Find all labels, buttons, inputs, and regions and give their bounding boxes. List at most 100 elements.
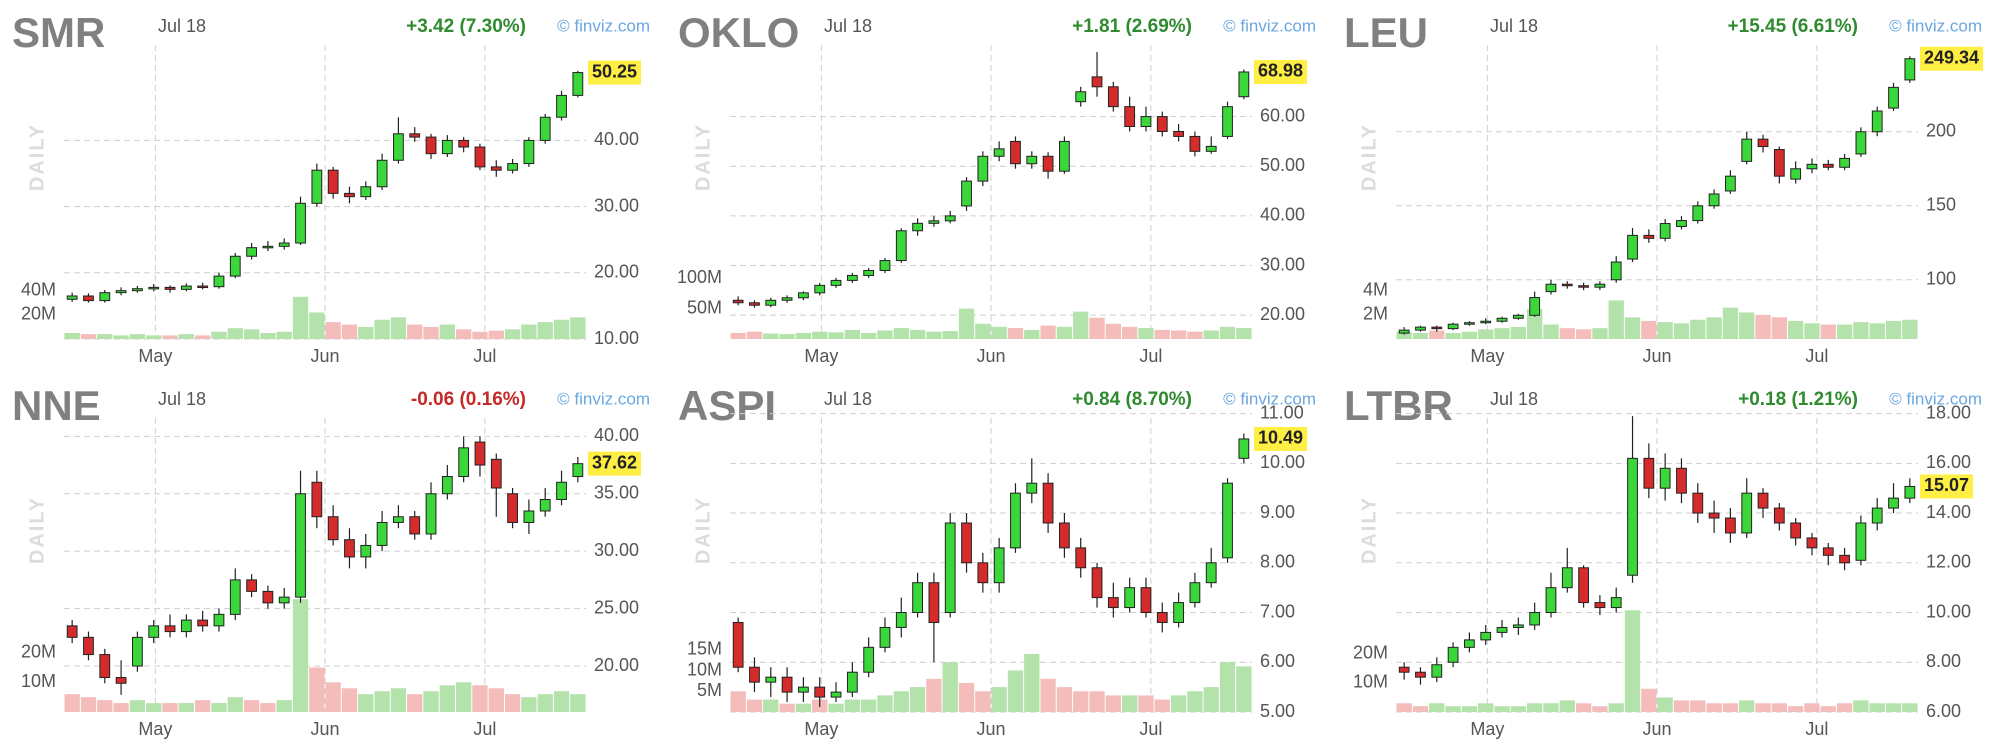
- volume-bar: [227, 697, 243, 712]
- ticker: SMR: [12, 9, 105, 56]
- y-tick-label: 20.00: [594, 655, 639, 675]
- volume-bar: [129, 700, 146, 712]
- candle-body: [1692, 492, 1704, 514]
- last-price-badge: [588, 60, 642, 85]
- change: -0.06 (0.16%): [411, 389, 526, 410]
- volume-bar: [1706, 703, 1722, 712]
- volume-bar: [504, 329, 521, 339]
- candle-body: [830, 279, 842, 286]
- volume-bar: [341, 688, 358, 712]
- candle-body: [148, 625, 160, 638]
- volume-bar: [227, 328, 243, 339]
- volume-bar: [958, 308, 975, 339]
- volume-bar: [358, 694, 374, 712]
- volume-bar: [1804, 703, 1820, 712]
- candle-body: [474, 146, 486, 168]
- y-tick-label: 8.00: [1926, 651, 1961, 671]
- volume-bar: [1461, 706, 1478, 712]
- period: DAILY: [692, 496, 714, 564]
- volume-bar: [1187, 331, 1203, 339]
- volume-bar: [423, 691, 439, 712]
- volume-bar: [439, 324, 455, 339]
- candle-body: [132, 288, 143, 292]
- candle-body: [441, 476, 453, 495]
- y-tick-label: 40.00: [594, 425, 639, 445]
- volume-bar: [97, 334, 113, 339]
- candle-body: [197, 619, 209, 627]
- volume-bar: [763, 333, 779, 339]
- candle-body: [1610, 597, 1622, 609]
- candle-body: [425, 136, 437, 155]
- candle-body: [1725, 175, 1736, 192]
- volume-bar: [1657, 322, 1673, 339]
- volume-bar: [1461, 331, 1478, 339]
- candle-body: [1561, 567, 1573, 589]
- volume-bar: [456, 329, 472, 339]
- x-tick-label: Jun: [976, 719, 1005, 739]
- volume-bar: [1836, 324, 1853, 339]
- ticker: NNE: [12, 382, 101, 429]
- candle-body: [327, 169, 339, 194]
- candle-body: [1238, 71, 1250, 98]
- volume-bar: [893, 328, 909, 339]
- candle-body: [441, 139, 453, 155]
- volume-bar: [1608, 300, 1624, 339]
- x-tick-label: Jun: [1642, 346, 1671, 366]
- volume-bar: [779, 334, 795, 339]
- last-price-label: 10.49: [1258, 428, 1303, 448]
- candle-body: [1512, 624, 1524, 628]
- ticker: LTBR: [1344, 382, 1453, 429]
- volume-tick-label: 50M: [687, 297, 722, 317]
- y-tick-label: 8.00: [1260, 552, 1295, 572]
- volume-bar: [893, 691, 909, 712]
- volume-bar: [211, 331, 227, 339]
- volume-bar: [1170, 330, 1187, 339]
- volume-bar: [1203, 330, 1219, 339]
- candle-body: [781, 297, 793, 301]
- volume-bar: [1690, 319, 1706, 339]
- volume-bar: [374, 691, 390, 712]
- candle-body: [1173, 602, 1184, 623]
- volume-bar: [129, 334, 146, 339]
- change: +1.81 (2.69%): [1072, 16, 1192, 37]
- volume-bar: [113, 335, 129, 339]
- volume-bar: [730, 691, 746, 712]
- candle-body: [1643, 234, 1655, 239]
- candle-body: [229, 579, 241, 615]
- volume-bar: [1170, 695, 1187, 712]
- volume-bar: [1056, 326, 1073, 339]
- volume-bar: [504, 694, 521, 712]
- volume-bar: [1089, 691, 1105, 712]
- volume-bar: [1040, 325, 1056, 339]
- volume-bar: [1187, 691, 1203, 712]
- candle-body: [246, 579, 257, 592]
- candle-body: [507, 493, 518, 523]
- volume-tick-label: 5M: [697, 680, 722, 700]
- candle-body: [1042, 155, 1054, 172]
- candle-body: [572, 72, 584, 96]
- y-tick-label: 6.00: [1926, 701, 1961, 721]
- volume-tick-label: 4M: [1363, 280, 1388, 300]
- volume-bar: [877, 695, 893, 712]
- volume-bar: [1024, 653, 1040, 712]
- volume-bar: [1739, 700, 1755, 712]
- volume-bar: [763, 699, 779, 712]
- ticker: OKLO: [678, 9, 799, 56]
- period: DAILY: [1358, 496, 1380, 564]
- candle-body: [1026, 155, 1038, 165]
- candle-body: [83, 295, 94, 302]
- source: © finviz.com: [557, 16, 650, 35]
- volume-bar: [1236, 328, 1252, 339]
- volume-tick-label: 15M: [687, 639, 722, 659]
- candle-body: [262, 590, 274, 604]
- candle-body: [474, 441, 486, 466]
- volume-bar: [1885, 320, 1902, 339]
- volume-bar: [1445, 332, 1461, 339]
- candle-body: [180, 285, 192, 290]
- x-tick-label: May: [804, 346, 838, 366]
- volume-bar: [1396, 331, 1412, 339]
- volume-tick-label: 20M: [21, 304, 56, 324]
- candle-body: [99, 292, 111, 302]
- y-tick-label: 20.00: [594, 262, 639, 282]
- candle-body: [1773, 507, 1785, 524]
